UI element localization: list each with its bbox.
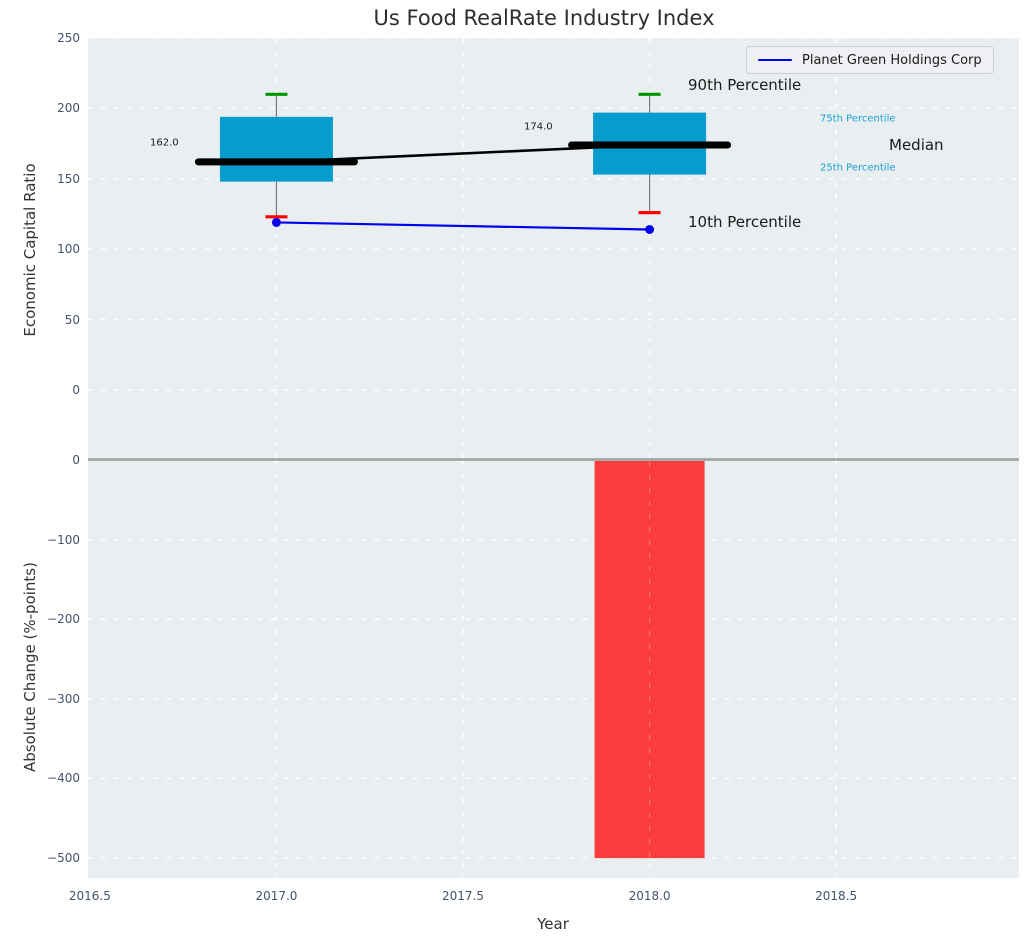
top-y-tick-label: 50 [64, 312, 80, 327]
top-y-tick-label: 250 [57, 31, 80, 45]
annotation-median: Median [889, 136, 944, 154]
bottom-plot-area [88, 460, 1019, 878]
bottom-y-tick-label: −200 [47, 612, 80, 627]
x-tick-label: 2016.5 [68, 889, 111, 903]
legend: Planet Green Holdings Corp [746, 46, 994, 74]
bottom-y-axis-label: Absolute Change (%-points) [21, 562, 39, 772]
bottom-y-tick-label: −400 [47, 771, 80, 786]
top-y-tick-label: 200 [57, 101, 80, 116]
x-tick-label: 2017.0 [255, 889, 298, 903]
top-plot-area [88, 38, 1019, 460]
annotation-25th-percentile: 25th Percentile [820, 162, 896, 174]
x-axis-label: Year [537, 915, 569, 933]
bottom-y-tick-label: −300 [47, 691, 80, 706]
x-tick-label: 2018.0 [628, 889, 671, 903]
chart-title: Us Food RealRate Industry Index [373, 6, 715, 30]
top-y-tick-label: 0 [72, 383, 80, 398]
median-value-label: 162.0 [150, 137, 179, 149]
annotation-75th-percentile: 75th Percentile [820, 113, 896, 125]
x-tick-label: 2018.5 [815, 889, 858, 903]
legend-line-sample [758, 58, 792, 62]
median-value-label: 174.0 [524, 121, 553, 133]
x-tick-label: 2017.5 [442, 889, 484, 903]
top-y-tick-label: 150 [57, 171, 80, 186]
bottom-y-tick-label: 0 [72, 453, 80, 467]
top-y-tick-label: 100 [57, 242, 80, 257]
bottom-y-tick-label: −500 [47, 851, 80, 866]
legend-series-label: Planet Green Holdings Corp [802, 52, 982, 68]
annotation-10th-percentile: 10th Percentile [688, 213, 802, 231]
annotation-90th-percentile: 90th Percentile [688, 76, 802, 94]
bottom-y-tick-label: −100 [47, 532, 80, 547]
